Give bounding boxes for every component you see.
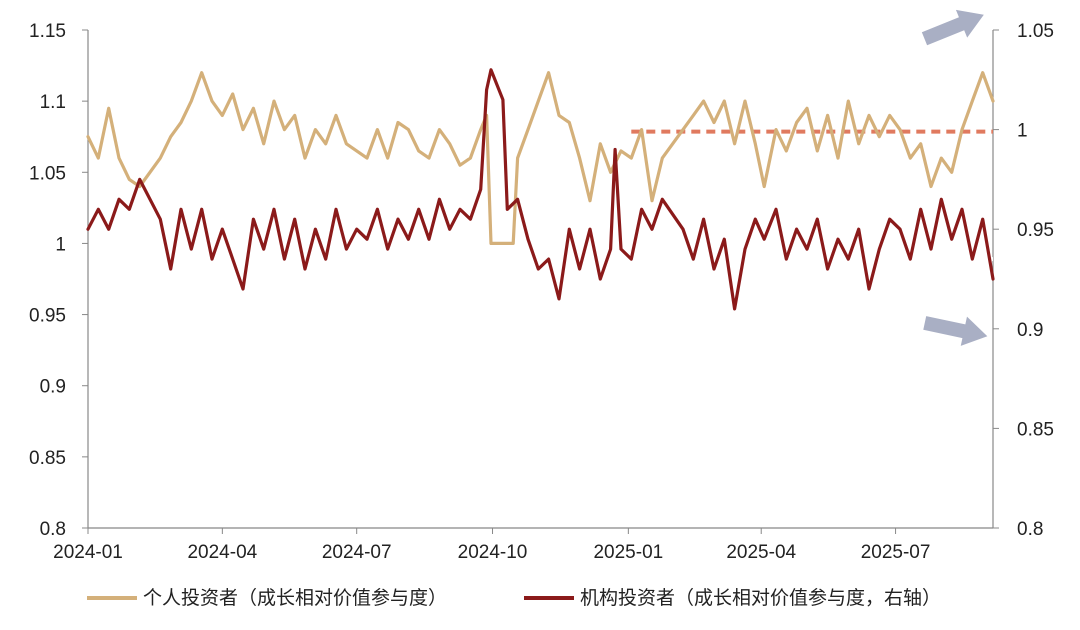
legend: 个人投资者（成长相对价值参与度） 机构投资者（成长相对价值参与度，右轴）	[87, 587, 941, 609]
y-left-tick-label: 0.8	[40, 519, 66, 540]
y-left-tick-label: 1	[55, 234, 66, 255]
y-left-tick-label: 1.15	[29, 21, 66, 42]
arrows-layer	[921, 9, 988, 346]
x-tick-label: 2025-04	[726, 542, 796, 563]
y-left-tick-label: 1.05	[29, 163, 66, 184]
legend-item-individual-investors: 个人投资者（成长相对价值参与度）	[87, 587, 447, 609]
arrow-up-right-icon	[921, 9, 984, 46]
x-tick-label: 2025-07	[861, 542, 931, 563]
arrow-down-right-icon	[923, 316, 988, 346]
y-left-tick-label: 1.1	[40, 92, 66, 113]
series-layer	[86, 68, 995, 311]
y-right-tick-label: 0.9	[1017, 320, 1043, 341]
y-right-tick-label: 0.95	[1017, 220, 1054, 241]
x-tick-label: 2024-04	[187, 542, 257, 563]
y-right-tick-label: 1	[1017, 121, 1028, 142]
series-line-individual-investors	[86, 71, 995, 245]
x-tick-label: 2024-07	[322, 542, 392, 563]
y-left-tick-label: 0.9	[40, 377, 66, 398]
legend-label: 机构投资者（成长相对价值参与度，右轴）	[580, 587, 941, 609]
series-line-institutional-investors	[86, 68, 995, 311]
y-right-tick-label: 1.05	[1017, 21, 1054, 42]
legend-item-institutional-investors: 机构投资者（成长相对价值参与度，右轴）	[524, 587, 941, 609]
y-right-tick-label: 0.85	[1017, 419, 1054, 440]
legend-label: 个人投资者（成长相对价值参与度）	[143, 587, 447, 609]
y-left-tick-label: 0.95	[29, 306, 66, 327]
y-left-tick-label: 0.85	[29, 448, 66, 469]
axes-layer: 1.15 1.1 1.05 1 0.95 0.9 0.85 0.8 1.05 1 0.95 0.9 0.…	[29, 21, 1054, 563]
y-right-tick-label: 0.8	[1017, 519, 1043, 540]
x-tick-label: 2025-01	[593, 542, 663, 563]
x-tick-label: 2024-10	[458, 542, 528, 563]
x-tick-label: 2024-01	[53, 542, 123, 563]
